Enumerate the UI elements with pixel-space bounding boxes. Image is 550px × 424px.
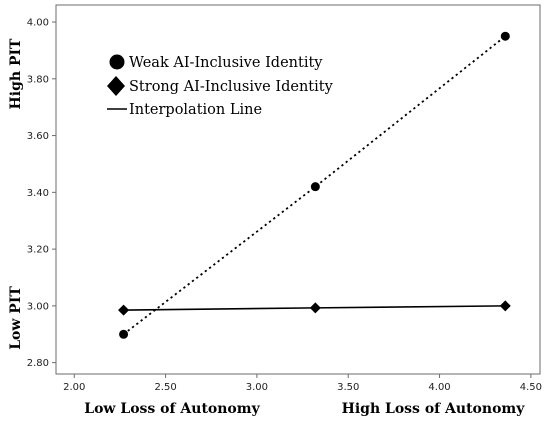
data-point-circle bbox=[310, 182, 320, 192]
x-tick-label: 4.00 bbox=[428, 382, 450, 393]
y-tick-label: 2.80 bbox=[27, 358, 49, 369]
x-axis-label-high: High Loss of Autonomy bbox=[342, 401, 526, 417]
y-tick-label: 3.20 bbox=[27, 245, 49, 256]
y-tick-label: 3.00 bbox=[27, 301, 49, 312]
y-tick-label: 4.00 bbox=[27, 18, 49, 29]
legend-label-interpolation: Interpolation Line bbox=[129, 102, 262, 118]
legend-label-strong: Strong AI-Inclusive Identity bbox=[129, 79, 334, 95]
legend: Weak AI-Inclusive Identity Strong AI-Inc… bbox=[107, 54, 334, 118]
y-axis-label-high: High PIT bbox=[8, 38, 24, 109]
y-tick-label: 3.80 bbox=[27, 74, 49, 85]
x-axis-label-low: Low Loss of Autonomy bbox=[84, 401, 260, 417]
x-tick-label: 2.00 bbox=[63, 382, 85, 393]
x-tick-label: 3.50 bbox=[337, 382, 359, 393]
data-point-diamond bbox=[118, 304, 130, 316]
data-point-diamond bbox=[499, 300, 511, 312]
y-tick-label: 3.40 bbox=[27, 188, 49, 199]
data-point-diamond bbox=[309, 302, 321, 314]
x-tick-label: 4.50 bbox=[520, 382, 542, 393]
x-tick-label: 2.50 bbox=[154, 382, 176, 393]
y-tick-label: 3.60 bbox=[27, 131, 49, 142]
x-tick-label: 3.00 bbox=[246, 382, 268, 393]
data-point-circle bbox=[119, 329, 129, 339]
data-point-circle bbox=[500, 31, 510, 41]
y-axis-label-low: Low PIT bbox=[8, 286, 24, 350]
legend-label-weak: Weak AI-Inclusive Identity bbox=[129, 55, 323, 71]
legend-diamond-marker bbox=[107, 76, 125, 96]
plot-frame bbox=[55, 4, 541, 375]
legend-circle-marker bbox=[109, 54, 125, 70]
